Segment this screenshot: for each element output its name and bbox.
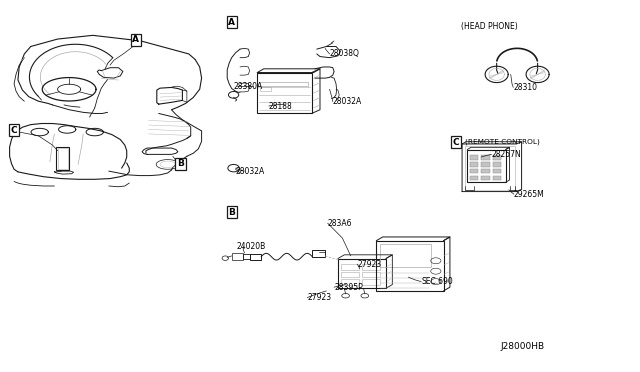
Bar — [481, 162, 490, 167]
Bar — [250, 254, 261, 260]
Text: A: A — [132, 35, 139, 44]
Text: (REMOTE CONTROL): (REMOTE CONTROL) — [465, 139, 540, 145]
Bar — [312, 250, 325, 257]
Text: 28038Q: 28038Q — [330, 49, 360, 58]
Bar — [465, 146, 515, 190]
Text: B: B — [177, 159, 184, 168]
Bar — [58, 148, 68, 169]
Text: 27923: 27923 — [307, 293, 332, 302]
Bar — [362, 279, 380, 285]
Text: 28257N: 28257N — [492, 150, 521, 159]
Text: J28000HB: J28000HB — [500, 342, 545, 351]
Bar — [260, 82, 308, 86]
Bar — [56, 147, 69, 170]
Bar — [341, 264, 359, 270]
Bar — [481, 155, 490, 160]
Text: 28032A: 28032A — [333, 97, 362, 106]
Bar — [243, 254, 250, 259]
Bar — [493, 169, 501, 173]
Bar — [260, 87, 271, 91]
Text: (HEAD PHONE): (HEAD PHONE) — [461, 22, 518, 31]
Bar — [362, 264, 380, 270]
Text: 28188: 28188 — [269, 102, 292, 110]
Bar — [470, 162, 478, 167]
Bar — [362, 272, 380, 277]
Bar — [467, 150, 506, 182]
Bar — [470, 155, 478, 160]
Bar — [481, 176, 490, 180]
Text: 28380A: 28380A — [234, 82, 263, 91]
Bar — [341, 272, 359, 277]
Text: 28395P: 28395P — [334, 283, 363, 292]
Bar — [481, 169, 490, 173]
Bar — [481, 155, 490, 160]
Bar — [493, 162, 501, 167]
Text: 24020B: 24020B — [236, 242, 266, 251]
Bar — [493, 155, 501, 160]
Bar — [493, 162, 501, 167]
Text: 283A6: 283A6 — [328, 219, 352, 228]
Bar — [481, 162, 490, 167]
Text: B: B — [228, 208, 235, 217]
Text: C: C — [11, 126, 17, 135]
Text: C: C — [452, 138, 459, 147]
Text: 29265M: 29265M — [514, 190, 545, 199]
Text: SEC.690: SEC.690 — [421, 277, 453, 286]
Text: 28310: 28310 — [513, 83, 538, 92]
Bar — [493, 155, 501, 160]
Bar — [338, 259, 386, 288]
Bar — [470, 162, 478, 167]
Bar — [493, 176, 501, 180]
Text: A: A — [228, 18, 235, 27]
Bar — [481, 169, 490, 173]
Bar — [380, 244, 431, 267]
Text: 27923: 27923 — [357, 260, 381, 269]
Bar — [470, 176, 478, 180]
Bar — [493, 169, 501, 173]
Bar — [257, 73, 312, 113]
Bar — [470, 155, 478, 160]
Bar — [493, 176, 501, 180]
Bar — [232, 253, 243, 260]
Bar — [376, 241, 444, 291]
Text: 28032A: 28032A — [236, 167, 265, 176]
Bar — [470, 169, 478, 173]
Bar — [481, 176, 490, 180]
Bar — [341, 279, 359, 285]
Bar — [470, 176, 478, 180]
Bar — [470, 169, 478, 173]
